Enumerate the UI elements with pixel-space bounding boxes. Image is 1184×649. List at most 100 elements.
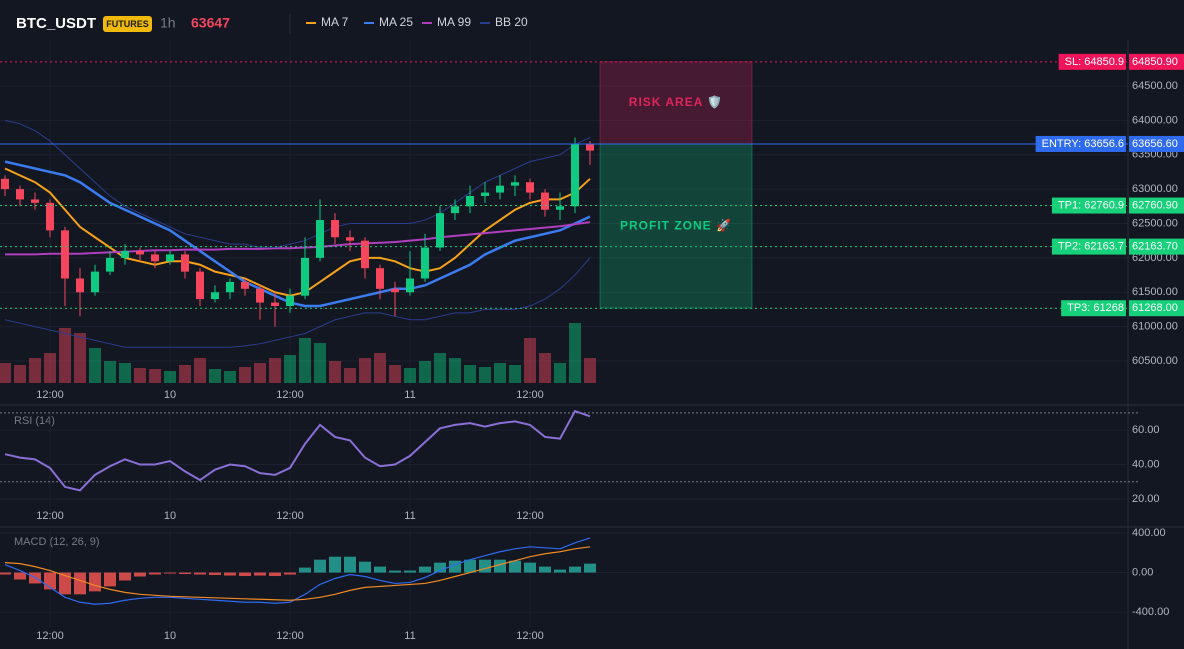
volume-bar: [449, 358, 461, 383]
y-tick-label: 40.00: [1132, 458, 1160, 470]
histogram-bar: [494, 559, 506, 573]
candle-body: [571, 144, 579, 207]
candle-body: [496, 185, 504, 193]
candle-body: [541, 192, 549, 210]
y-tick-label: -400.00: [1132, 606, 1169, 618]
histogram-bar: [119, 572, 131, 581]
badge: FUTURES: [106, 19, 149, 29]
axis-tag: 61268.00: [1132, 302, 1178, 314]
histogram-bar: [419, 566, 431, 573]
y-tick-label: 400.00: [1132, 527, 1166, 539]
histogram-bar: [569, 566, 581, 573]
volume-bar: [14, 365, 26, 383]
histogram-bar: [269, 572, 281, 577]
indicator-line: [4, 119, 591, 249]
indicator-line: [4, 167, 591, 297]
candle-body: [586, 144, 594, 151]
histogram-bar: [329, 556, 341, 573]
histogram-bar: [224, 572, 236, 576]
volume-bar: [299, 338, 311, 383]
x-tick-label: 12:00: [276, 389, 304, 401]
histogram-bar: [374, 566, 386, 573]
histogram-bar: [134, 572, 146, 577]
volume-bar: [494, 363, 506, 383]
x-tick-label: 12:00: [516, 510, 544, 522]
axis-tag-bg: [1129, 135, 1184, 152]
axis-tag: 64850.90: [1132, 56, 1178, 68]
candle-body: [61, 230, 69, 279]
candle-body: [151, 254, 159, 262]
volume-bar: [44, 353, 56, 383]
volume-bar: [554, 363, 566, 383]
x-tick-label: 12:00: [516, 630, 544, 642]
histogram-bar: [509, 560, 521, 573]
legend-label: MA 7: [321, 15, 349, 29]
histogram-bar: [89, 572, 101, 592]
candle-body: [331, 220, 339, 238]
y-tick-label: 62000.00: [1132, 252, 1178, 264]
volume-bar: [524, 338, 536, 383]
volume-bar: [239, 367, 251, 383]
y-tick-label: 60.00: [1132, 424, 1160, 436]
badge-bg: [103, 16, 152, 32]
legend-label: BB 20: [495, 15, 528, 29]
candle-body: [121, 250, 129, 258]
histogram-bar: [74, 572, 86, 595]
indicator-line: [4, 257, 591, 348]
histogram-bar: [14, 572, 26, 580]
histogram-bar: [449, 560, 461, 573]
volume-bar: [329, 361, 341, 383]
y-tick-label: 20.00: [1132, 493, 1160, 505]
volume-bar: [29, 358, 41, 383]
candle-body: [31, 199, 39, 203]
candle-body: [106, 257, 114, 272]
volume-bar: [0, 363, 11, 383]
volume-bar: [374, 353, 386, 383]
volume-bar: [254, 363, 266, 383]
candle-body: [211, 292, 219, 300]
level-tag: SL: 64850.9: [1065, 56, 1124, 68]
level-tag-bg: [1061, 300, 1126, 317]
histogram-bar: [0, 572, 11, 575]
volume-bar: [179, 365, 191, 383]
axis-tag-bg: [1129, 197, 1184, 214]
level-tag: TP1: 62760.9: [1058, 199, 1124, 211]
zone-label: PROFIT ZONE 🚀: [620, 218, 732, 232]
candle-body: [526, 182, 534, 193]
level-tag-bg: [1051, 197, 1126, 214]
y-tick-label: 61500.00: [1132, 286, 1178, 298]
candle-body: [76, 278, 84, 293]
histogram-bar: [479, 559, 491, 573]
candle-body: [181, 254, 189, 272]
volume-bar: [134, 368, 146, 383]
candle-body: [481, 192, 489, 196]
candle-body: [301, 257, 309, 296]
histogram-bar: [389, 570, 401, 573]
x-tick-label: 12:00: [36, 630, 64, 642]
y-tick-label: 64500.00: [1132, 80, 1178, 92]
x-tick-label: 10: [164, 510, 176, 522]
candle-body: [196, 271, 204, 300]
y-tick-label: 61000.00: [1132, 321, 1178, 333]
level-tag-bg: [1058, 53, 1126, 70]
rsi-line: [4, 409, 591, 492]
volume-bar: [209, 369, 221, 383]
candle-body: [556, 206, 564, 210]
histogram-bar: [554, 569, 566, 573]
candle-body: [136, 250, 144, 255]
axis-tag: 62760.90: [1132, 199, 1178, 211]
y-tick-label: 63000.00: [1132, 183, 1178, 195]
volume-bar: [119, 363, 131, 383]
histogram-bar: [314, 559, 326, 573]
axis-tag-bg: [1129, 53, 1184, 70]
x-tick-label: 12:00: [36, 389, 64, 401]
candle-body: [16, 189, 24, 200]
volume-bar: [59, 328, 71, 383]
interval[interactable]: 1h: [160, 15, 176, 31]
axis-tag-bg: [1129, 300, 1184, 317]
volume-bar: [269, 358, 281, 383]
macd-line: [4, 537, 591, 605]
histogram-bar: [359, 561, 371, 573]
volume-bar: [389, 365, 401, 383]
candle-body: [1, 178, 9, 190]
